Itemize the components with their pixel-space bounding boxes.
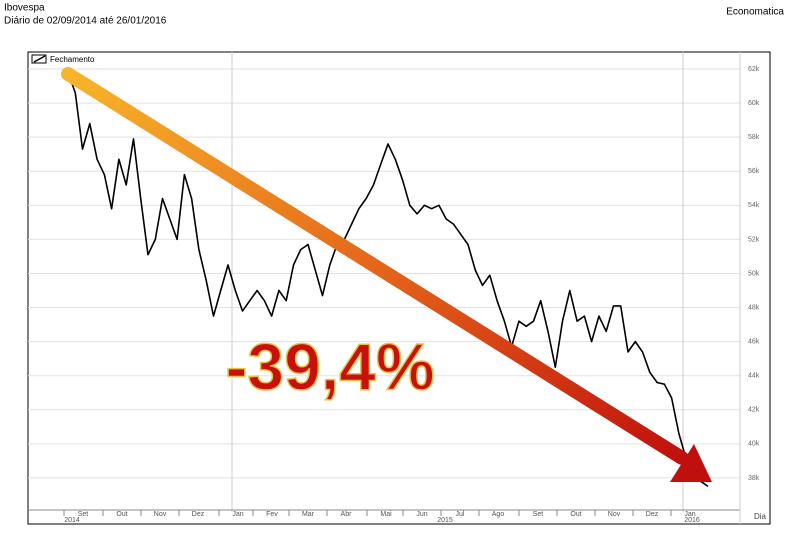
y-tick-label: 60k (748, 100, 760, 107)
legend-label: Fechamento (50, 55, 95, 64)
y-tick-label: 50k (748, 270, 760, 277)
x-tick-label: Dez (192, 511, 205, 518)
x-tick-label: Jan (232, 511, 243, 518)
y-tick-label: 52k (748, 236, 760, 243)
x-tick-label: Out (570, 511, 581, 518)
x-tick-label: Mai (380, 511, 392, 518)
x-axis-label: Dia (754, 512, 767, 521)
chart-title: Ibovespa (4, 3, 45, 14)
y-tick-label: 42k (748, 407, 760, 414)
y-tick-label: 44k (748, 373, 760, 380)
source: Economatica (726, 7, 784, 18)
x-tick-label: Out (116, 511, 127, 518)
y-tick-label: 58k (748, 134, 760, 141)
x-tick-label: Fev (266, 511, 278, 518)
x-tick-label: Jan (684, 511, 695, 518)
x-year-label: 2014 (64, 517, 80, 524)
arrow-shaft (61, 67, 689, 465)
x-tick-label: Mar (302, 511, 315, 518)
chart-subtitle: Diário de 02/09/2014 até 26/01/2016 (4, 16, 167, 27)
y-tick-label: 56k (748, 168, 760, 175)
x-tick-label: Nov (154, 511, 167, 518)
x-tick-label: Ago (492, 511, 505, 518)
grid: 38k 40k 42k 44k 46k 48k 50k 52k 54k 56k 58k 60k 62k S… (28, 66, 760, 524)
x-year-label: 2015 (437, 517, 453, 524)
x-tick-label: Set (78, 511, 89, 518)
y-tick-label: 38k (748, 475, 760, 482)
arrow-head (670, 444, 712, 482)
x-year-label: 2016 (684, 517, 700, 524)
chart-frame (27, 51, 771, 525)
x-tick-label: Set (533, 511, 544, 518)
y-tick-label: 48k (748, 304, 760, 311)
x-tick-label: Nov (608, 511, 621, 518)
y-tick-label: 46k (748, 338, 760, 345)
trend-arrow (61, 67, 712, 482)
y-tick-label: 40k (748, 441, 760, 448)
x-tick-label: Jul (456, 511, 465, 518)
legend-swatch (33, 55, 46, 63)
y-tick-label: 62k (748, 66, 760, 73)
y-tick-label: 54k (748, 202, 760, 209)
x-tick-label: Dez (646, 511, 659, 518)
x-tick-label: Jun (416, 511, 427, 518)
x-tick-label: Abr (341, 511, 353, 518)
legend: Fechamento (31, 54, 95, 64)
plot (67, 72, 709, 488)
data-line (67, 72, 709, 488)
annotation: -39,4% (225, 329, 434, 403)
